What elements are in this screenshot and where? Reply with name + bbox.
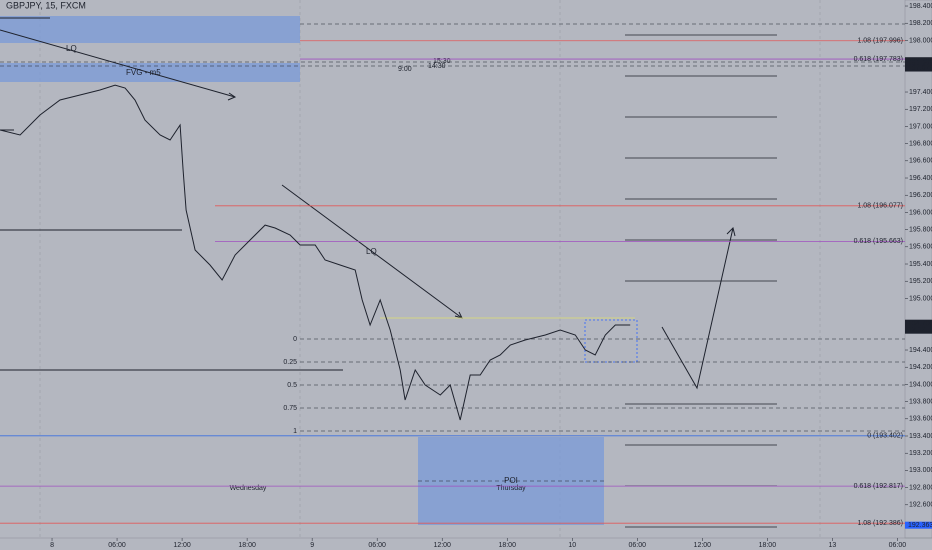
projection bbox=[661, 227, 734, 390]
y-tick-label: 195.600 bbox=[909, 244, 932, 251]
fib-level-label: 0.618 (195.663) bbox=[854, 238, 903, 245]
y-tick-label: 194.200 bbox=[909, 364, 932, 371]
y-tick-label: 194.000 bbox=[909, 381, 932, 388]
price-tag-label: 197.679 bbox=[908, 65, 932, 72]
y-tick-label: 193.800 bbox=[909, 398, 932, 405]
price-axis bbox=[904, 0, 932, 539]
fib-ratio-label: 0.75 bbox=[283, 405, 297, 412]
y-tick-label: 195.800 bbox=[909, 226, 932, 233]
y-tick-label: 193.600 bbox=[909, 416, 932, 423]
fib-level-label: 1.08 (192.386) bbox=[857, 520, 903, 527]
y-tick-label: 194.400 bbox=[909, 347, 932, 354]
x-tick-label: 06:00 bbox=[108, 542, 126, 549]
fib-ratio-label: 0 bbox=[293, 336, 297, 343]
x-tick-label: 13 bbox=[828, 542, 836, 549]
price-tag bbox=[905, 521, 932, 529]
fib-ratio-label: 0.5 bbox=[287, 382, 297, 389]
annotation: 9:00 bbox=[398, 66, 412, 73]
x-tick-label: 10 bbox=[568, 542, 576, 549]
countdown: 12:12 bbox=[908, 327, 926, 334]
y-tick-label: 196.200 bbox=[909, 192, 932, 199]
y-tick-label: 198.400 bbox=[909, 3, 932, 10]
y-tick-label: 196.400 bbox=[909, 175, 932, 182]
x-tick-label: 06:00 bbox=[889, 542, 907, 549]
fib-level-label: 0.618 (192.817) bbox=[854, 483, 903, 490]
annotation: LQ bbox=[66, 44, 77, 53]
annotation: POI bbox=[504, 476, 518, 485]
y-tick-label: 196.600 bbox=[909, 158, 932, 165]
fib-ratio-label: 1 bbox=[293, 428, 297, 435]
price-line bbox=[0, 84, 631, 421]
symbol-title: GBPJPY, 15, FXCM bbox=[6, 0, 86, 10]
y-tick-label: 195.200 bbox=[909, 278, 932, 285]
trend-arrow bbox=[0, 29, 236, 98]
y-tick-label: 193.000 bbox=[909, 467, 932, 474]
annotation: 15:30 bbox=[433, 58, 451, 65]
x-tick-label: 9 bbox=[310, 542, 314, 549]
arrow-head bbox=[227, 92, 237, 101]
annotation: 14:30 bbox=[428, 63, 446, 70]
x-tick-label: 06:00 bbox=[368, 542, 386, 549]
annotation: Wednesday bbox=[230, 485, 267, 492]
price-tag bbox=[905, 64, 932, 72]
fib-level-label: 0 (193.402) bbox=[867, 433, 903, 440]
fib-level-label: 1.08 (196.077) bbox=[857, 203, 903, 210]
fib-level-label: 0.618 (197.783) bbox=[854, 56, 903, 63]
price-tag bbox=[905, 60, 932, 68]
price-tag bbox=[905, 319, 932, 334]
y-tick-label: 197.200 bbox=[909, 106, 932, 113]
fib-ratio-label: 0.25 bbox=[283, 359, 297, 366]
annotation: Thursday bbox=[496, 485, 526, 492]
x-tick-label: 12:00 bbox=[173, 542, 191, 549]
x-tick-label: 18:00 bbox=[759, 542, 777, 549]
x-tick-label: 12:00 bbox=[433, 542, 451, 549]
trend-arrow bbox=[281, 184, 463, 319]
annotation: FVG - m5 bbox=[126, 68, 161, 77]
y-tick-label: 192.800 bbox=[909, 484, 932, 491]
y-tick-label: 195.000 bbox=[909, 295, 932, 302]
x-tick-label: 12:00 bbox=[694, 542, 712, 549]
y-tick-label: 197.000 bbox=[909, 123, 932, 130]
price-tag bbox=[905, 57, 932, 65]
y-tick-label: 192.600 bbox=[909, 502, 932, 509]
drawings bbox=[0, 17, 736, 390]
y-tick-label: 196.800 bbox=[909, 140, 932, 147]
zone-box bbox=[0, 16, 300, 43]
y-tick-label: 198.000 bbox=[909, 37, 932, 44]
y-tick-label: 195.400 bbox=[909, 261, 932, 268]
price-tag-label: 192.363 bbox=[908, 522, 932, 529]
fib-level-label: 1.08 (197.996) bbox=[857, 38, 903, 45]
y-tick-label: 193.200 bbox=[909, 450, 932, 457]
y-tick-label: 197.400 bbox=[909, 89, 932, 96]
x-tick-label: 06:00 bbox=[629, 542, 647, 549]
y-tick-label: 193.400 bbox=[909, 433, 932, 440]
arrow-head bbox=[726, 227, 736, 237]
price-tag-label: 194.706 bbox=[908, 321, 932, 328]
x-tick-label: 8 bbox=[50, 542, 54, 549]
y-tick-label: 196.000 bbox=[909, 209, 932, 216]
annotations: GBPJPY, 15, FXCM LQ FVG - m5 LQ POI Thur… bbox=[6, 0, 526, 491]
x-tick-label: 18:00 bbox=[238, 542, 256, 549]
x-tick-label: 18:00 bbox=[498, 542, 516, 549]
dashed-levels bbox=[0, 23, 905, 482]
annotation: LQ bbox=[366, 247, 377, 256]
y-tick-label: 198.200 bbox=[909, 20, 932, 27]
